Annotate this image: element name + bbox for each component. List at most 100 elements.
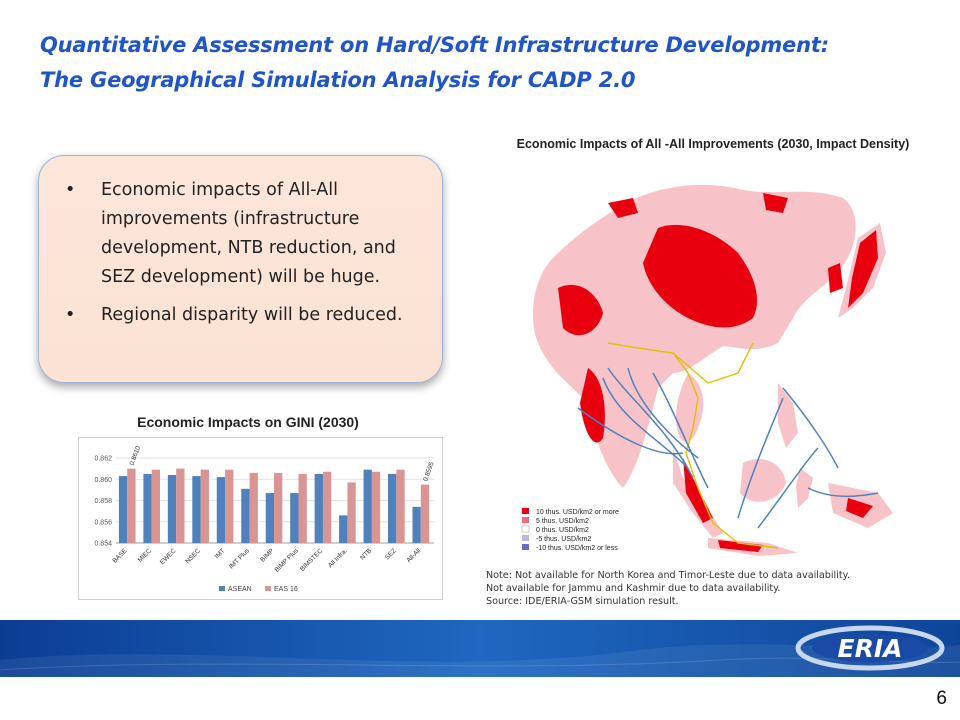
data-label: 0.8610 <box>129 445 143 466</box>
shipping-route <box>607 367 694 479</box>
legend-swatch <box>219 586 225 591</box>
bar <box>363 469 372 543</box>
bar <box>412 506 421 543</box>
legend-swatch <box>265 586 271 591</box>
bar <box>347 482 356 543</box>
logo-core <box>812 634 928 662</box>
gini-chart-svg: 0.862 0.860 0.858 0.856 0.854 0.8610 BASE MIEC E… <box>94 445 435 593</box>
legend-label: 0 thus. USD/km2 <box>536 527 589 534</box>
india-north <box>558 284 603 336</box>
y-tick-label: 0.862 <box>94 456 112 463</box>
bar <box>265 493 275 543</box>
bar <box>143 473 152 543</box>
bar <box>151 469 161 543</box>
bullet-list: • Economic impacts of All-All improvement… <box>65 176 432 330</box>
map-notes: Note: Not available for North Korea and … <box>486 569 926 608</box>
gini-chart: 0.862 0.860 0.858 0.856 0.854 0.8610 BASE MIEC E… <box>78 437 443 600</box>
java-high <box>718 540 763 552</box>
bullet-icon: • <box>65 180 76 200</box>
note-line: Not available for Jammu and Kashmir due … <box>486 583 781 594</box>
legend-swatch <box>522 508 529 514</box>
bar <box>216 477 226 543</box>
x-tick-label: IMT <box>214 547 227 560</box>
map-legend: 10 thus. USD/km2 or more 5 thus. USD/km2… <box>521 508 619 552</box>
legend-label: EAS 16 <box>274 586 298 593</box>
corridor-route <box>607 342 779 549</box>
bar <box>339 515 348 543</box>
shipping-route <box>577 407 684 455</box>
india-south <box>580 368 605 443</box>
logo-text: ERIA <box>838 634 903 663</box>
bar <box>274 472 283 543</box>
bar <box>249 472 258 543</box>
philippines <box>778 383 798 448</box>
china-east <box>643 224 758 328</box>
slide-title-line-1: Quantitative Assessment on Hard/Soft Inf… <box>40 33 829 57</box>
x-tick-label: IMT Plus <box>228 547 252 571</box>
x-tick-label: NSEC <box>184 547 202 565</box>
footer-graphic: ERIA <box>0 625 960 677</box>
x-tick-label: BIMP Plus <box>274 547 301 574</box>
map-title: Economic Impacts of All -All Improvement… <box>516 137 910 151</box>
legend-swatch <box>522 535 529 541</box>
x-tick-label: MIEC <box>137 547 154 564</box>
shipping-route <box>737 397 784 519</box>
bar <box>371 471 381 543</box>
legend-label: 5 thus. USD/km2 <box>536 518 589 525</box>
korea-high <box>828 263 843 293</box>
x-tick-label: BIMP <box>259 547 275 563</box>
x-tick-label: SEZ <box>384 547 398 561</box>
legend-swatch <box>522 544 529 550</box>
sulawesi <box>796 468 813 508</box>
bullet-item: • Economic impacts of All-All improvement… <box>65 176 432 292</box>
northeast-high <box>763 193 788 213</box>
corridor-routes <box>607 342 779 549</box>
x-tick-label: BIMSTEC <box>299 547 325 573</box>
bar <box>241 488 250 543</box>
shipping-route <box>652 372 709 489</box>
bar <box>314 473 323 543</box>
bar <box>396 469 405 543</box>
shipping-routes <box>577 367 879 529</box>
legend-label: ASEAN <box>228 586 252 593</box>
mainland-asia <box>533 184 856 488</box>
map-high-impact <box>558 193 878 552</box>
bar <box>290 493 299 543</box>
bar <box>298 473 307 543</box>
y-tick-label: 0.858 <box>94 498 112 505</box>
y-tick-label: 0.854 <box>94 541 112 548</box>
slide-title-line-2: The Geographical Simulation Analysis for… <box>40 68 636 92</box>
footer-band: ERIA <box>0 620 960 677</box>
bar <box>176 468 185 543</box>
bullet-text: Economic impacts of All-All improvements… <box>101 180 396 287</box>
legend-swatch <box>522 517 529 523</box>
eria-logo: ERIA <box>795 625 945 671</box>
footer-wave <box>0 644 960 677</box>
bullet-text: Regional disparity will be reduced. <box>101 305 403 325</box>
shipping-route <box>602 377 689 469</box>
png-high <box>846 498 873 518</box>
x-tick-label: All-All <box>405 547 422 564</box>
legend-swatch <box>521 525 530 533</box>
impact-density-map: 10 thus. USD/km2 or more 5 thus. USD/km2… <box>508 168 896 560</box>
bar <box>420 484 430 543</box>
bullet-item: • Regional disparity will be reduced. <box>65 301 432 330</box>
x-tick-label: EWEC <box>159 547 178 566</box>
y-tick-label: 0.856 <box>94 519 112 526</box>
x-tick-label: NTB <box>359 547 373 561</box>
bar <box>225 469 234 543</box>
borneo <box>740 459 786 502</box>
gini-chart-title: Economic Impacts on GINI (2030) <box>137 414 359 430</box>
legend-label: -5 thus. USD/km2 <box>536 536 591 543</box>
note-line: Note: Not available for North Korea and … <box>486 570 851 581</box>
north-high <box>608 198 638 218</box>
corridor-route <box>672 342 754 384</box>
page-number: 6 <box>936 688 947 709</box>
bar <box>192 476 201 543</box>
bar <box>322 471 332 543</box>
note-line: Source: IDE/ERIA-GSM simulation result. <box>486 596 679 607</box>
legend-label: -10 thus. USD/km2 or less <box>536 545 618 552</box>
slide-title: Quantitative Assessment on Hard/Soft Inf… <box>40 28 940 98</box>
japan-high <box>848 230 878 308</box>
legend-label: 10 thus. USD/km2 or more <box>536 509 619 516</box>
